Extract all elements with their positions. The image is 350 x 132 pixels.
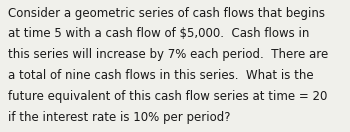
Text: future equivalent of this cash flow series at time = 20: future equivalent of this cash flow seri…	[8, 90, 327, 103]
Text: if the interest rate is 10% per period?: if the interest rate is 10% per period?	[8, 111, 230, 124]
Text: Consider a geometric series of cash flows that begins: Consider a geometric series of cash flow…	[8, 7, 325, 20]
Text: at time 5 with a cash flow of $5,000.  Cash flows in: at time 5 with a cash flow of $5,000. Ca…	[8, 27, 309, 40]
Text: a total of nine cash flows in this series.  What is the: a total of nine cash flows in this serie…	[8, 69, 313, 82]
Text: this series will increase by 7% each period.  There are: this series will increase by 7% each per…	[8, 48, 328, 61]
